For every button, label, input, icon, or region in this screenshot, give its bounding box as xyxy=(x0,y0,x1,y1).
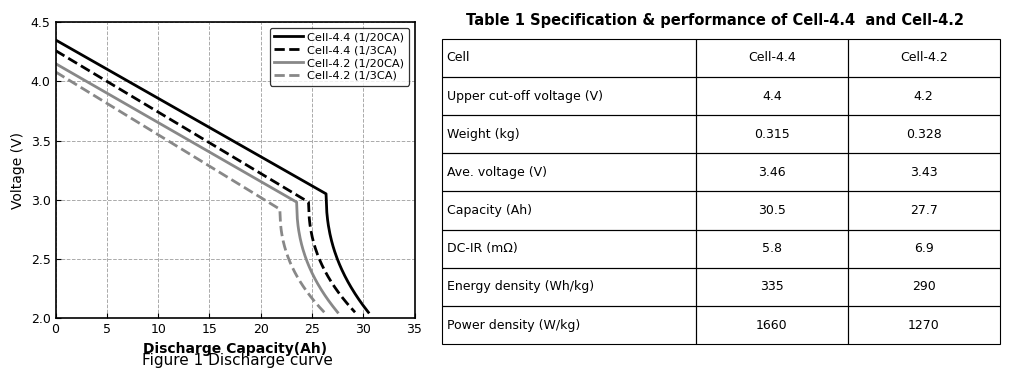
Bar xyxy=(442,268,696,306)
Bar xyxy=(442,192,696,230)
Cell-4.4 (1/20CA) xyxy=(87,59,99,64)
Cell-4.4 (1/3CA) xyxy=(168,120,180,124)
Bar xyxy=(442,77,696,115)
Cell-4.4 (1/3CA) xyxy=(349,310,361,314)
Text: 4.2: 4.2 xyxy=(914,90,933,102)
Bar xyxy=(696,192,848,230)
Bar xyxy=(848,115,1000,153)
Cell-4.4 (1/20CA) xyxy=(174,108,186,112)
Cell-4.2 (1/20CA) xyxy=(161,125,173,130)
Cell-4.2 (1/3CA) xyxy=(137,123,150,128)
Cell-4.2 (1/20CA) xyxy=(226,163,239,168)
Cell-4.2 (1/3CA) xyxy=(82,90,94,94)
Cell-4.2 (1/3CA) xyxy=(244,188,256,193)
Text: 6.9: 6.9 xyxy=(914,242,933,255)
Bar xyxy=(848,39,1000,77)
Bar xyxy=(696,153,848,192)
Bar xyxy=(848,230,1000,268)
Cell-4.4 (1/3CA) xyxy=(86,70,98,74)
Cell-4.4 (1/3CA) xyxy=(50,48,62,53)
Text: Cell-4.2: Cell-4.2 xyxy=(900,51,947,64)
Text: 30.5: 30.5 xyxy=(758,204,786,217)
Text: Energy density (Wh/kg): Energy density (Wh/kg) xyxy=(447,280,593,293)
Line: Cell-4.4 (1/20CA): Cell-4.4 (1/20CA) xyxy=(56,40,368,312)
Text: Upper cut-off voltage (V): Upper cut-off voltage (V) xyxy=(447,90,603,102)
Cell-4.2 (1/3CA) xyxy=(50,70,62,74)
Text: Figure 1 Discharge curve: Figure 1 Discharge curve xyxy=(143,353,333,368)
Bar xyxy=(442,39,696,77)
Bar xyxy=(848,153,1000,192)
Cell-4.2 (1/20CA) xyxy=(255,179,267,184)
Text: DC-IR (mΩ): DC-IR (mΩ) xyxy=(447,242,518,255)
Line: Cell-4.2 (1/20CA): Cell-4.2 (1/20CA) xyxy=(56,64,338,312)
Cell-4.2 (1/3CA) xyxy=(218,173,231,178)
Cell-4.2 (1/20CA) xyxy=(332,310,344,314)
Text: Cell: Cell xyxy=(447,51,470,64)
Text: 0.328: 0.328 xyxy=(906,128,941,141)
Text: 27.7: 27.7 xyxy=(910,204,937,217)
Text: 3.43: 3.43 xyxy=(910,166,937,179)
Bar xyxy=(696,39,848,77)
Text: Power density (W/kg): Power density (W/kg) xyxy=(447,319,579,332)
Cell-4.4 (1/20CA) xyxy=(152,96,164,100)
Text: 0.315: 0.315 xyxy=(754,128,790,141)
Cell-4.4 (1/20CA) xyxy=(277,167,289,172)
Bar xyxy=(848,306,1000,344)
Cell-4.4 (1/3CA) xyxy=(238,161,250,166)
Bar xyxy=(442,153,696,192)
Cell-4.2 (1/20CA) xyxy=(253,178,265,183)
Bar xyxy=(848,77,1000,115)
Line: Cell-4.4 (1/3CA): Cell-4.4 (1/3CA) xyxy=(56,51,355,312)
Cell-4.4 (1/3CA) xyxy=(267,179,279,183)
Text: Capacity (Ah): Capacity (Ah) xyxy=(447,204,532,217)
Text: Weight (kg): Weight (kg) xyxy=(447,128,520,141)
Bar xyxy=(696,77,848,115)
Text: Ave. voltage (V): Ave. voltage (V) xyxy=(447,166,547,179)
Bar xyxy=(442,115,696,153)
Text: 290: 290 xyxy=(912,280,935,293)
Cell-4.2 (1/3CA) xyxy=(156,135,168,139)
Text: 1270: 1270 xyxy=(908,319,939,332)
Cell-4.2 (1/3CA) xyxy=(318,310,331,314)
Bar xyxy=(696,230,848,268)
Cell-4.2 (1/20CA) xyxy=(142,114,154,119)
Text: 5.8: 5.8 xyxy=(762,242,782,255)
Cell-4.4 (1/20CA) xyxy=(247,150,259,154)
Legend: Cell-4.4 (1/20CA), Cell-4.4 (1/3CA), Cell-4.2 (1/20CA), Cell-4.2 (1/3CA): Cell-4.4 (1/20CA), Cell-4.4 (1/3CA), Cel… xyxy=(270,28,408,85)
Text: 4.4: 4.4 xyxy=(762,90,782,102)
Bar xyxy=(848,268,1000,306)
X-axis label: Discharge Capacity(Ah): Discharge Capacity(Ah) xyxy=(143,342,328,356)
Bar xyxy=(696,115,848,153)
Cell-4.4 (1/3CA) xyxy=(147,107,159,111)
Bar xyxy=(696,306,848,344)
Cell-4.4 (1/20CA) xyxy=(50,38,62,42)
Cell-4.4 (1/20CA) xyxy=(362,310,374,314)
Bar xyxy=(442,230,696,268)
Y-axis label: Voltage (V): Voltage (V) xyxy=(11,132,25,209)
Bar xyxy=(442,306,696,344)
Bar xyxy=(848,192,1000,230)
Text: 1660: 1660 xyxy=(756,319,788,332)
Cell-4.4 (1/20CA) xyxy=(275,166,287,171)
Bar xyxy=(696,268,848,306)
Text: 3.46: 3.46 xyxy=(758,166,786,179)
Text: Cell-4.4: Cell-4.4 xyxy=(748,51,796,64)
Cell-4.4 (1/3CA) xyxy=(266,178,278,182)
Text: Table 1 Specification & performance of Cell-4.4  and Cell-4.2: Table 1 Specification & performance of C… xyxy=(466,13,964,28)
Text: 335: 335 xyxy=(760,280,784,293)
Cell-4.2 (1/20CA) xyxy=(50,61,62,66)
Cell-4.2 (1/20CA) xyxy=(84,81,96,85)
Line: Cell-4.2 (1/3CA): Cell-4.2 (1/3CA) xyxy=(56,72,325,312)
Cell-4.2 (1/3CA) xyxy=(245,189,257,194)
